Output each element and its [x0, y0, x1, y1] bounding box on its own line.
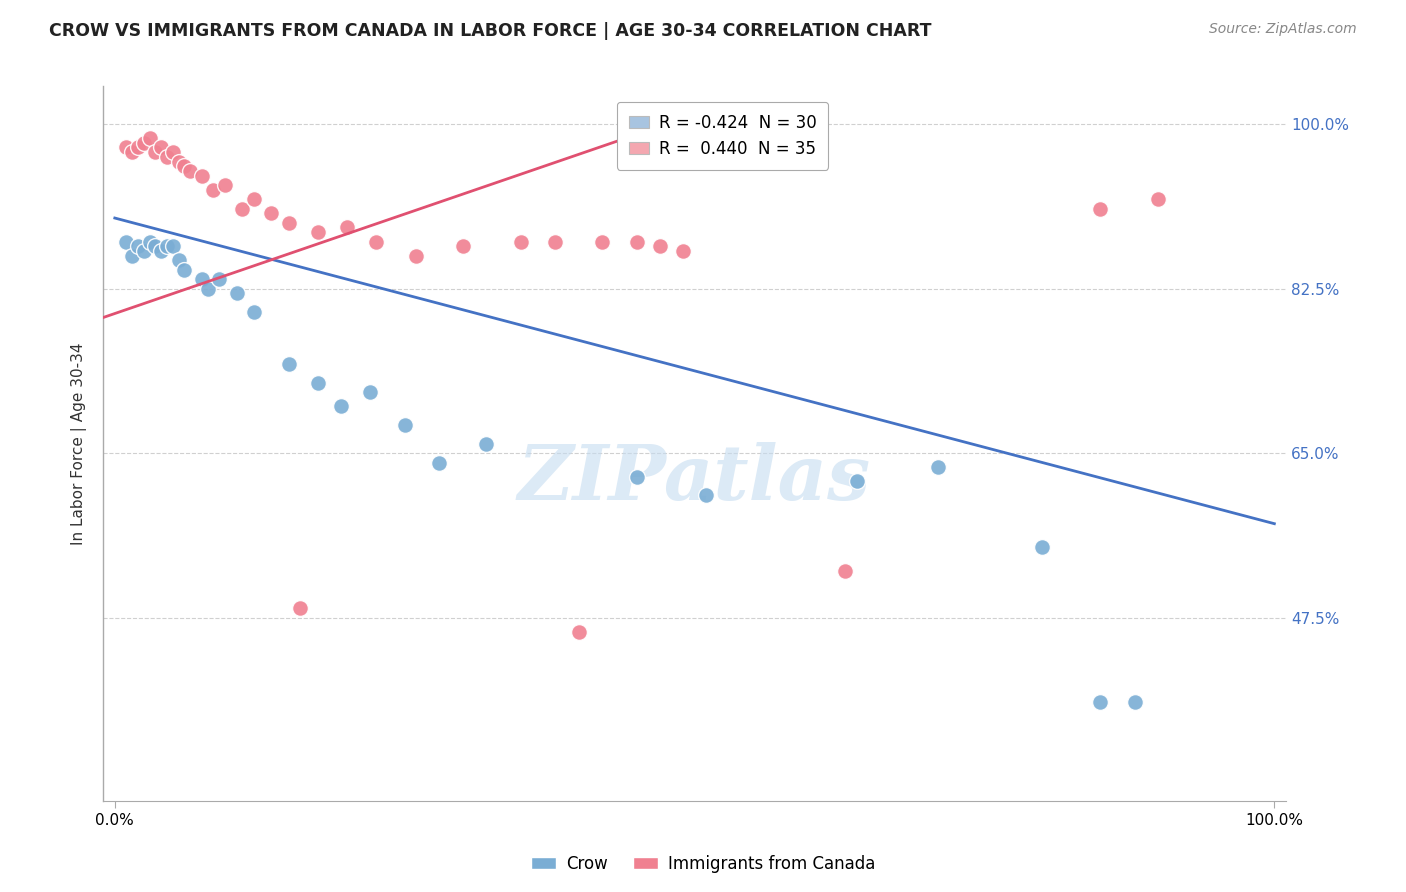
Point [115, 235, 138, 249]
Point [591, 235, 613, 249]
Point [197, 282, 219, 296]
Point [132, 136, 155, 150]
Text: Source: ZipAtlas.com: Source: ZipAtlas.com [1209, 22, 1357, 37]
Point [173, 159, 195, 173]
Point [225, 286, 247, 301]
Point [145, 239, 167, 253]
Legend: R = -0.424  N = 30, R =  0.440  N = 35: R = -0.424 N = 30, R = 0.440 N = 35 [617, 102, 828, 169]
Point [290, 601, 312, 615]
Point [509, 235, 531, 249]
Point [150, 140, 173, 154]
Point [162, 239, 184, 253]
Point [927, 460, 949, 475]
Point [336, 220, 359, 235]
Point [231, 202, 253, 216]
Point [544, 235, 567, 249]
Text: CROW VS IMMIGRANTS FROM CANADA IN LABOR FORCE | AGE 30-34 CORRELATION CHART: CROW VS IMMIGRANTS FROM CANADA IN LABOR … [49, 22, 932, 40]
Point [1031, 540, 1053, 554]
Point [115, 140, 138, 154]
Point [156, 239, 179, 253]
Legend: Crow, Immigrants from Canada: Crow, Immigrants from Canada [524, 848, 882, 880]
Y-axis label: In Labor Force | Age 30-34: In Labor Force | Age 30-34 [72, 343, 87, 545]
Point [179, 164, 201, 178]
Point [364, 235, 387, 249]
Point [214, 178, 236, 193]
Point [277, 216, 299, 230]
Point [145, 145, 167, 160]
Point [121, 249, 143, 263]
Point [260, 206, 283, 220]
Point [173, 262, 195, 277]
Point [1090, 695, 1112, 709]
Point [1123, 695, 1146, 709]
Point [127, 239, 149, 253]
Point [277, 357, 299, 371]
Point [162, 145, 184, 160]
Point [329, 399, 352, 413]
Point [429, 456, 451, 470]
Text: ZIPatlas: ZIPatlas [517, 442, 872, 516]
Point [156, 150, 179, 164]
Point [451, 239, 474, 253]
Point [150, 244, 173, 258]
Point [405, 249, 427, 263]
Point [568, 624, 591, 639]
Point [648, 239, 671, 253]
Point [626, 235, 648, 249]
Point [307, 225, 329, 239]
Point [121, 145, 143, 160]
Point [138, 235, 160, 249]
Point [127, 140, 149, 154]
Point [202, 183, 225, 197]
Point [475, 436, 498, 450]
Point [1090, 202, 1112, 216]
Point [167, 154, 190, 169]
Point [1147, 192, 1170, 206]
Point [307, 376, 329, 390]
Point [191, 169, 214, 183]
Point [132, 244, 155, 258]
Point [394, 417, 416, 432]
Point [243, 305, 266, 319]
Point [138, 131, 160, 145]
Point [359, 384, 381, 399]
Point [191, 272, 214, 286]
Point [695, 488, 717, 502]
Point [672, 244, 695, 258]
Point [243, 192, 266, 206]
Point [626, 469, 648, 483]
Point [845, 475, 868, 489]
Point [834, 564, 856, 578]
Point [167, 253, 190, 268]
Point [208, 272, 231, 286]
